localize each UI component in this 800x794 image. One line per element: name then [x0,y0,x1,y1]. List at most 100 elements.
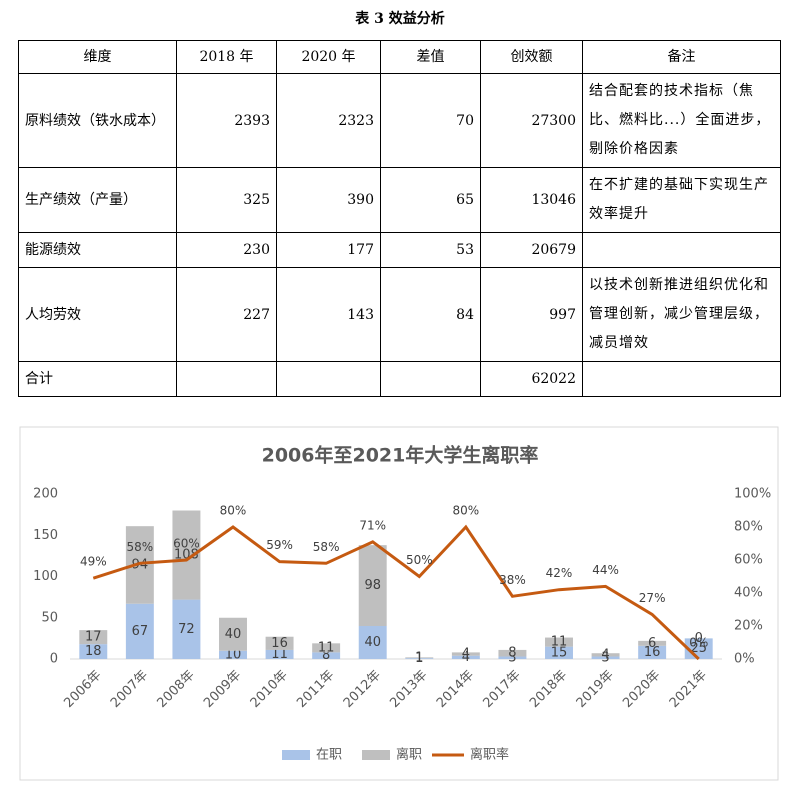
chart-title: 2006年至2021年大学生离职率 [262,444,539,467]
bar-label: 6 [648,636,656,651]
rate-label: 71% [359,518,386,532]
bar-label: 8 [508,646,516,661]
bar-segment [79,630,108,645]
bar-label: 67 [132,624,149,639]
bar-segment [219,617,247,651]
cell: 生产绩效（产量） [18,167,177,233]
bar-label: 3 [508,650,516,665]
bar-label: 10 [225,647,242,662]
cell: 62022 [480,361,583,397]
bar-segment [638,640,667,646]
y2-tick-label: 40% [734,586,763,601]
rate-label: 49% [80,555,107,569]
cell: 20679 [480,232,583,268]
rate-line [92,524,700,661]
bar-segment [312,652,341,659]
cell [582,361,781,397]
header-cell: 创效额 [480,40,583,74]
bar-label: 40 [364,635,381,650]
bar-segment [358,545,387,626]
bar-label: 1 [415,651,423,666]
table-row: 生产绩效（产量） 325 390 65 13046 在不扩建的基础下实现生产效率提升 [18,167,781,233]
bar-label: 3 [601,650,609,665]
bar-segment [545,646,573,659]
bar-label: 18 [85,644,102,659]
bar-segment [451,655,480,659]
rate-label: 80% [453,504,480,518]
bar-label: 8 [322,648,330,663]
bar-segment [405,658,434,659]
bar-label: 94 [132,557,149,572]
cell [176,361,277,397]
cell [582,232,781,268]
y-tick-label: 150 [33,528,58,543]
cell: 997 [480,267,583,362]
cell: 70 [380,73,481,168]
y-tick-label: 100 [33,569,58,584]
cell: 结合配套的技术指标（焦比、燃料比...）全面进步，剔除价格因素 [582,73,781,168]
legend-label: 在职 [316,748,342,763]
bar-segment [312,643,341,653]
bar-label: 11 [318,640,335,655]
bar-segment [265,649,294,659]
table: 维度 2018 年 2020 年差值 创效额 备注 原料绩效（铁水成本） 2393 2323 7… [18,40,781,397]
y2-tick-label: 0% [734,652,755,667]
bar-label: 16 [271,636,288,651]
table-row: 合计 62022 [18,361,781,397]
bar-label: 25 [690,641,707,656]
bar-segment [125,603,154,659]
rate-label: 58% [313,540,340,554]
cell [276,361,381,397]
cell: 390 [276,167,381,233]
rate-label: 38% [499,573,526,587]
bar-label: 16 [644,645,661,660]
cell: 53 [380,232,481,268]
y-tick-label: 200 [33,487,58,502]
rate-label: 50% [406,553,433,567]
rate-label: 42% [546,566,573,580]
bar-segment [498,649,527,657]
bar-label: 1 [415,650,423,665]
cell: 84 [380,267,481,362]
bar-label: 17 [85,630,102,645]
bar-segment [358,626,387,659]
legend-swatch [362,750,390,760]
cell: 13046 [480,167,583,233]
cell: 在不扩建的基础下实现生产效率提升 [582,167,781,233]
bar-label: 11 [551,635,568,650]
cell: 合计 [18,361,177,397]
cell: 以技术创新推进组织优化和管理创新，减少管理层级，减员增效 [582,267,781,362]
bar-segment [451,652,480,656]
bar-segment [79,644,108,659]
table-title: 表 3 效益分析 [355,11,445,27]
y2-tick-label: 20% [734,619,763,634]
cell: 227 [176,267,277,362]
bar-label: 40 [225,627,242,642]
bar-segment [265,636,294,650]
rate-label: 27% [639,591,666,605]
cell: 原料绩效（铁水成本） [18,73,177,168]
bar-label: 108 [174,548,199,563]
rate-label: 60% [173,537,200,551]
header-cell: 2018 年 [176,40,277,74]
y2-tick-label: 60% [734,553,763,568]
bar-label: 72 [178,622,195,637]
legend-label: 离职 [396,747,422,763]
rate-label: 44% [592,563,619,577]
bar-segment [545,637,573,647]
y-tick-label: 50 [41,610,58,625]
bar-label: 98 [364,578,381,593]
rate-label: 0% [689,636,708,650]
bar-label: 4 [462,650,470,665]
bar-segment [405,657,434,659]
cell: 27300 [480,73,583,168]
cell: 177 [276,232,381,268]
bar-segment [498,656,527,659]
legend-label: 离职率 [470,747,509,763]
bar-segment [591,656,620,659]
cell: 65 [380,167,481,233]
bar-label: 4 [601,647,609,662]
rate-label: 59% [266,538,293,552]
